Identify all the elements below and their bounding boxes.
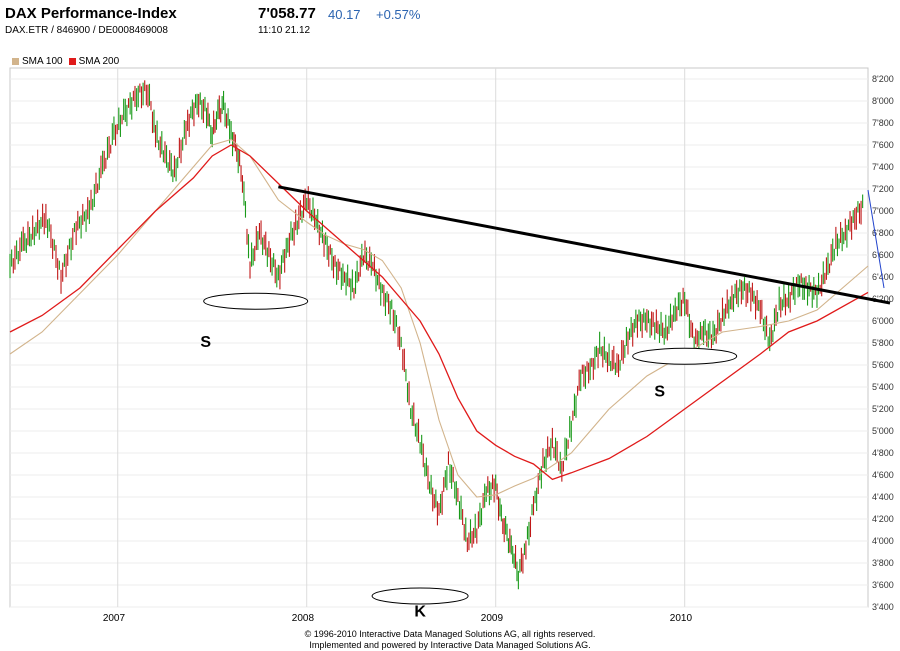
x-tick-label: 2010 <box>670 613 693 624</box>
y-tick-label: 8'000 <box>872 96 894 106</box>
y-tick-label: 6'000 <box>872 316 894 326</box>
y-tick-label: 3'600 <box>872 580 894 590</box>
instrument-title: DAX Performance-Index <box>5 5 177 22</box>
price-change: 40.17 <box>328 7 361 22</box>
plot-area <box>9 67 869 608</box>
sma200-line <box>9 144 869 481</box>
chart-header: DAX Performance-Index DAX.ETR / 846900 /… <box>0 0 900 42</box>
x-tick-label: 2007 <box>103 613 126 624</box>
y-tick-label: 4'800 <box>872 448 894 458</box>
pattern-ellipse <box>632 347 738 365</box>
pattern-label: K <box>414 604 426 621</box>
y-tick-label: 6'600 <box>872 250 894 260</box>
x-tick-label: 2009 <box>481 613 504 624</box>
price-change-percent: +0.57% <box>376 7 421 22</box>
y-tick-label: 7'400 <box>872 162 894 172</box>
annotation-stroke <box>867 189 885 289</box>
y-tick-label: 7'800 <box>872 118 894 128</box>
legend-sma100-swatch <box>12 57 19 65</box>
instrument-identifiers: DAX.ETR / 846900 / DE0008469008 <box>5 25 168 36</box>
y-tick-label: 6'400 <box>872 272 894 282</box>
chart-legend: SMA 100 SMA 200 <box>12 56 119 67</box>
y-tick-label: 3'400 <box>872 602 894 612</box>
trendline <box>278 185 891 305</box>
pattern-label: S <box>200 334 211 351</box>
y-tick-label: 4'200 <box>872 514 894 524</box>
y-tick-label: 6'200 <box>872 294 894 304</box>
y-tick-label: 8'200 <box>872 74 894 84</box>
y-tick-label: 5'200 <box>872 404 894 414</box>
y-tick-label: 4'000 <box>872 536 894 546</box>
y-tick-label: 5'800 <box>872 338 894 348</box>
y-tick-label: 5'000 <box>872 426 894 436</box>
legend-sma200: SMA 200 <box>68 56 120 67</box>
last-price: 7'058.77 <box>258 5 316 22</box>
legend-sma100-label: SMA 100 <box>22 56 63 67</box>
legend-sma200-label: SMA 200 <box>78 56 120 67</box>
copyright-footer: © 1996-2010 Interactive Data Managed Sol… <box>0 629 900 651</box>
y-tick-label: 3'800 <box>872 558 894 568</box>
pattern-ellipse <box>203 292 309 310</box>
legend-sma100: SMA 100 <box>12 56 63 67</box>
powered-by-line: Implemented and powered by Interactive D… <box>309 640 591 650</box>
y-tick-label: 5'400 <box>872 382 894 392</box>
y-tick-label: 7'600 <box>872 140 894 150</box>
y-tick-label: 4'600 <box>872 470 894 480</box>
y-tick-label: 4'400 <box>872 492 894 502</box>
legend-sma200-swatch <box>68 57 76 65</box>
x-tick-label: 2008 <box>292 613 315 624</box>
y-tick-label: 7'000 <box>872 206 894 216</box>
pattern-ellipse <box>371 587 469 605</box>
y-tick-label: 6'800 <box>872 228 894 238</box>
y-tick-label: 7'200 <box>872 184 894 194</box>
y-tick-label: 5'600 <box>872 360 894 370</box>
quote-time: 11:10 21.12 <box>258 25 311 36</box>
pattern-label: S <box>654 384 665 401</box>
copyright-line: © 1996-2010 Interactive Data Managed Sol… <box>304 629 596 639</box>
